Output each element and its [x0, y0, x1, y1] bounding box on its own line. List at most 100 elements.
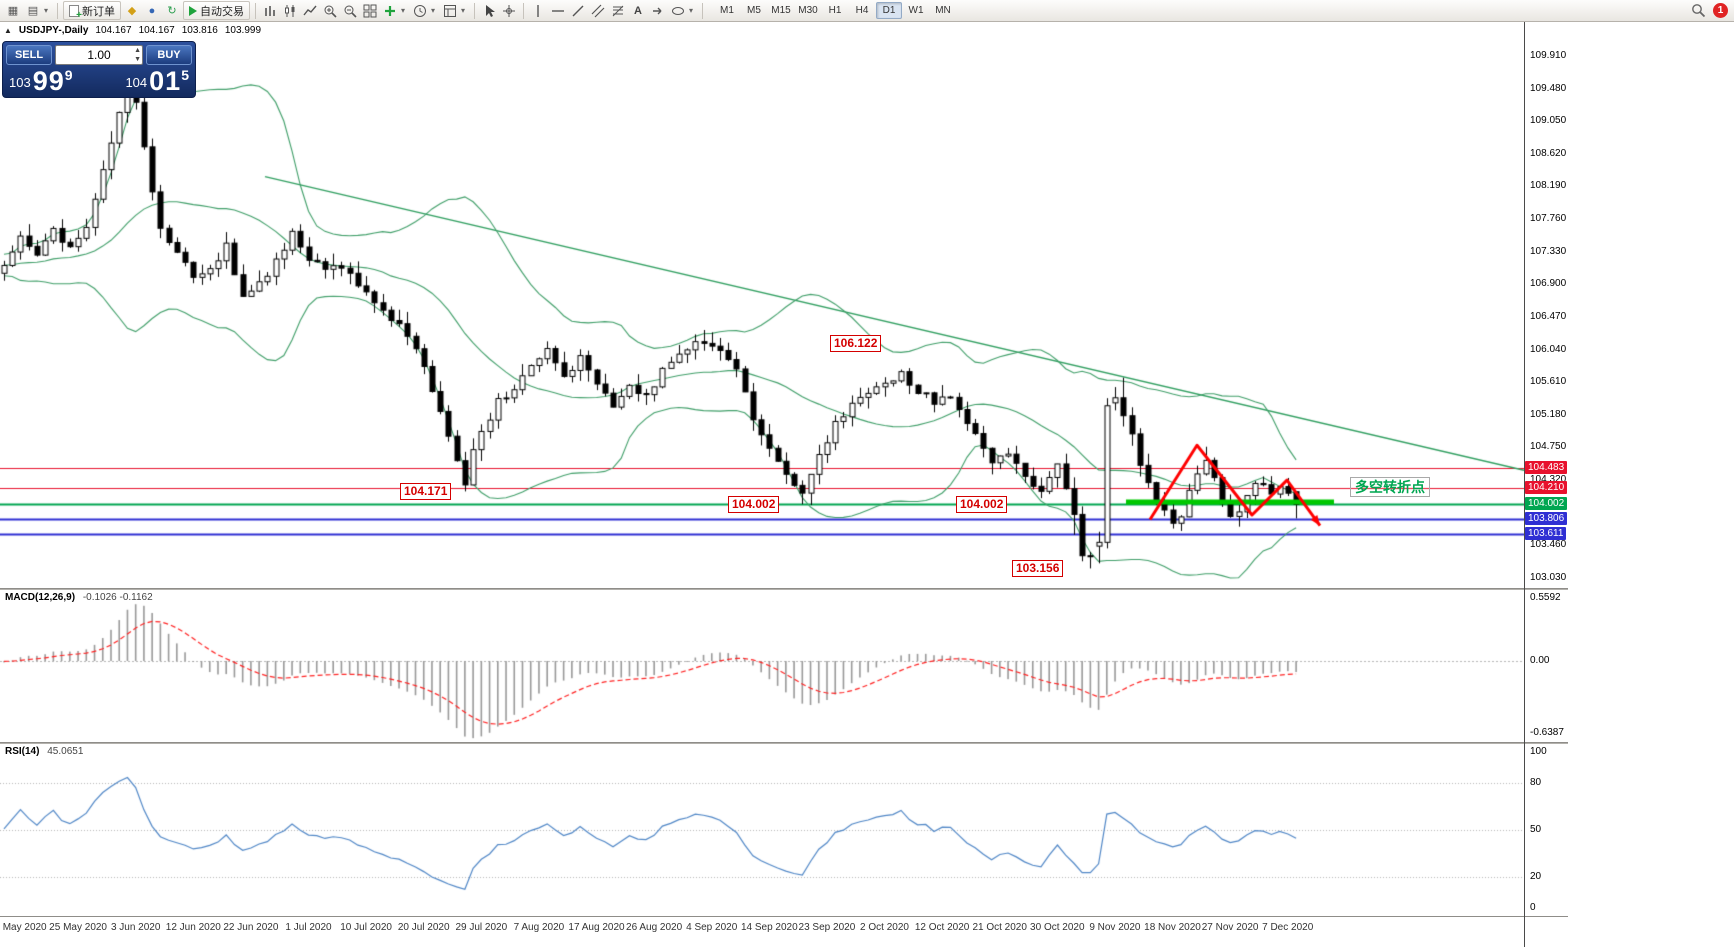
timeframe-mn[interactable]: MN: [930, 2, 956, 19]
crosshair-icon[interactable]: [500, 2, 518, 20]
sell-price[interactable]: 103 99 9: [9, 66, 73, 96]
autotrading-label: 自动交易: [200, 5, 244, 18]
price-tag: 103.806: [1525, 512, 1568, 526]
shapes-dropdown-icon[interactable]: ▾: [689, 6, 694, 15]
new-chart-icon[interactable]: ▦: [7, 5, 19, 17]
zoom-out-icon[interactable]: [341, 2, 359, 20]
date-label: 2 Oct 2020: [860, 922, 909, 933]
timeframe-d1[interactable]: D1: [876, 2, 902, 19]
date-label: 14 Sep 2020: [740, 922, 798, 933]
price-callout[interactable]: 104.002: [728, 496, 780, 514]
chart-bars-icon[interactable]: [261, 2, 279, 20]
date-label: 29 Jul 2020: [455, 922, 508, 933]
toolbar-separator: [57, 2, 58, 19]
new-order-button[interactable]: 新订单: [63, 1, 121, 21]
date-label: 17 Aug 2020: [568, 922, 625, 933]
shapes-icon[interactable]: [669, 2, 687, 20]
price-callout[interactable]: 104.171: [400, 483, 452, 501]
indicators-add-icon[interactable]: [381, 2, 399, 20]
chart-canvas[interactable]: [0, 22, 1524, 916]
price-callout[interactable]: 104.002: [956, 496, 1008, 514]
date-label: 1 Jul 2020: [285, 922, 332, 933]
date-label: 7 Aug 2020: [513, 922, 565, 933]
trendline-icon[interactable]: [569, 2, 587, 20]
arrow-label-icon[interactable]: [649, 2, 667, 20]
price-scale-label: 108.620: [1530, 147, 1567, 159]
date-label: 3 Jun 2020: [110, 922, 161, 933]
price-scale-label: 106.470: [1530, 310, 1567, 322]
metaeditor-icon[interactable]: ◆: [127, 5, 137, 17]
rsi-panel-separator[interactable]: [0, 742, 1568, 744]
accounts-icon[interactable]: ●: [148, 4, 156, 17]
chart-line-icon[interactable]: [301, 2, 319, 20]
timeframe-m1[interactable]: M1: [714, 2, 740, 19]
date-label: 12 Jun 2020: [165, 922, 221, 933]
profiles-icon[interactable]: ▤: [27, 5, 39, 17]
date-label: 20 Jul 2020: [397, 922, 450, 933]
indicators-dropdown-icon[interactable]: ▾: [401, 6, 406, 15]
price-callout[interactable]: 103.156: [1012, 560, 1064, 578]
sell-button[interactable]: SELL: [6, 45, 52, 65]
date-label: 30 Oct 2020: [1030, 922, 1085, 933]
notification-badge[interactable]: 1: [1713, 3, 1728, 18]
profiles-dropdown-icon[interactable]: ▾: [44, 6, 49, 15]
buy-price[interactable]: 104 01 5: [125, 67, 189, 95]
toolbar-separator: [702, 2, 703, 19]
text-icon[interactable]: A: [634, 4, 642, 17]
timeframe-m5[interactable]: M5: [741, 2, 767, 19]
macd-title: MACD(12,26,9) -0.1026 -0.1162: [5, 592, 153, 603]
macd-panel-separator[interactable]: [0, 588, 1568, 590]
timeframe-m30[interactable]: M30: [795, 2, 821, 19]
buy-button[interactable]: BUY: [146, 45, 192, 65]
volume-field[interactable]: 1.00 ▲ ▼: [55, 45, 143, 65]
autotrading-button[interactable]: 自动交易: [183, 1, 250, 20]
tile-windows-icon[interactable]: [361, 2, 379, 20]
toolbar-separator: [255, 2, 256, 19]
templates-icon[interactable]: [441, 2, 459, 20]
timeframe-m15[interactable]: M15: [768, 2, 794, 19]
price-scale-label: 104.750: [1530, 441, 1567, 453]
date-label: 10 Jul 2020: [340, 922, 392, 933]
cursor-icon[interactable]: [480, 2, 498, 20]
rsi-value: 45.0651: [47, 746, 84, 757]
macd-scale-label: -0.6387: [1530, 726, 1564, 738]
macd-values: -0.1026 -0.1162: [82, 592, 153, 603]
ohlc-low: 103.816: [181, 25, 218, 36]
search-icon[interactable]: [1689, 2, 1707, 20]
date-label: 5 May 2020: [0, 922, 47, 933]
main-toolbar: ▦ ▤ ▾ 新订单 ◆ ● ↻ 自动交易 ▾ ▾ ▾: [0, 0, 1734, 22]
zoom-in-icon[interactable]: [321, 2, 339, 20]
timeframe-w1[interactable]: W1: [903, 2, 929, 19]
horizontal-line-icon[interactable]: [549, 2, 567, 20]
timeframe-toolbar: M1 M5 M15 M30 H1 H4 D1 W1 MN: [714, 2, 956, 19]
turning-point-note[interactable]: 多空转折点: [1350, 476, 1430, 497]
templates-dropdown-icon[interactable]: ▾: [461, 6, 466, 15]
refresh-icon[interactable]: ↻: [167, 5, 177, 17]
volume-up-icon[interactable]: ▲: [134, 47, 141, 54]
buy-price-sup: 5: [181, 67, 189, 83]
period-clock-icon[interactable]: [411, 2, 429, 20]
new-order-label: 新订单: [82, 5, 115, 18]
fibonacci-icon[interactable]: [609, 2, 627, 20]
period-dropdown-icon[interactable]: ▾: [431, 6, 436, 15]
ohlc-high: 104.167: [138, 25, 175, 36]
sell-price-big: 99: [32, 66, 65, 96]
price-callout[interactable]: 106.122: [830, 335, 882, 353]
channel-icon[interactable]: [589, 2, 607, 20]
rsi-scale-label: 0: [1530, 902, 1536, 913]
date-label: 22 Jun 2020: [223, 922, 279, 933]
price-scale[interactable]: 109.910 109.480 109.050 108.620 108.190 107.7…: [1524, 22, 1734, 916]
date-label: 7 Dec 2020: [1262, 922, 1314, 933]
collapse-one-click-icon[interactable]: ▲: [4, 26, 12, 35]
price-scale-separator[interactable]: [1524, 22, 1525, 947]
volume-down-icon[interactable]: ▼: [134, 56, 141, 63]
timeframe-h1[interactable]: H1: [822, 2, 848, 19]
autotrading-icon: [189, 5, 197, 16]
price-scale-label: 107.760: [1530, 213, 1567, 225]
chart-window: ▲ USDJPY-,Daily 104.167 104.167 103.816 …: [0, 22, 1734, 947]
timeframe-h4[interactable]: H4: [849, 2, 875, 19]
vertical-line-icon[interactable]: [529, 2, 547, 20]
one-click-trading-panel: SELL 1.00 ▲ ▼ BUY 103 99 9 104 01 5: [2, 41, 196, 98]
chart-candles-icon[interactable]: [281, 2, 299, 20]
